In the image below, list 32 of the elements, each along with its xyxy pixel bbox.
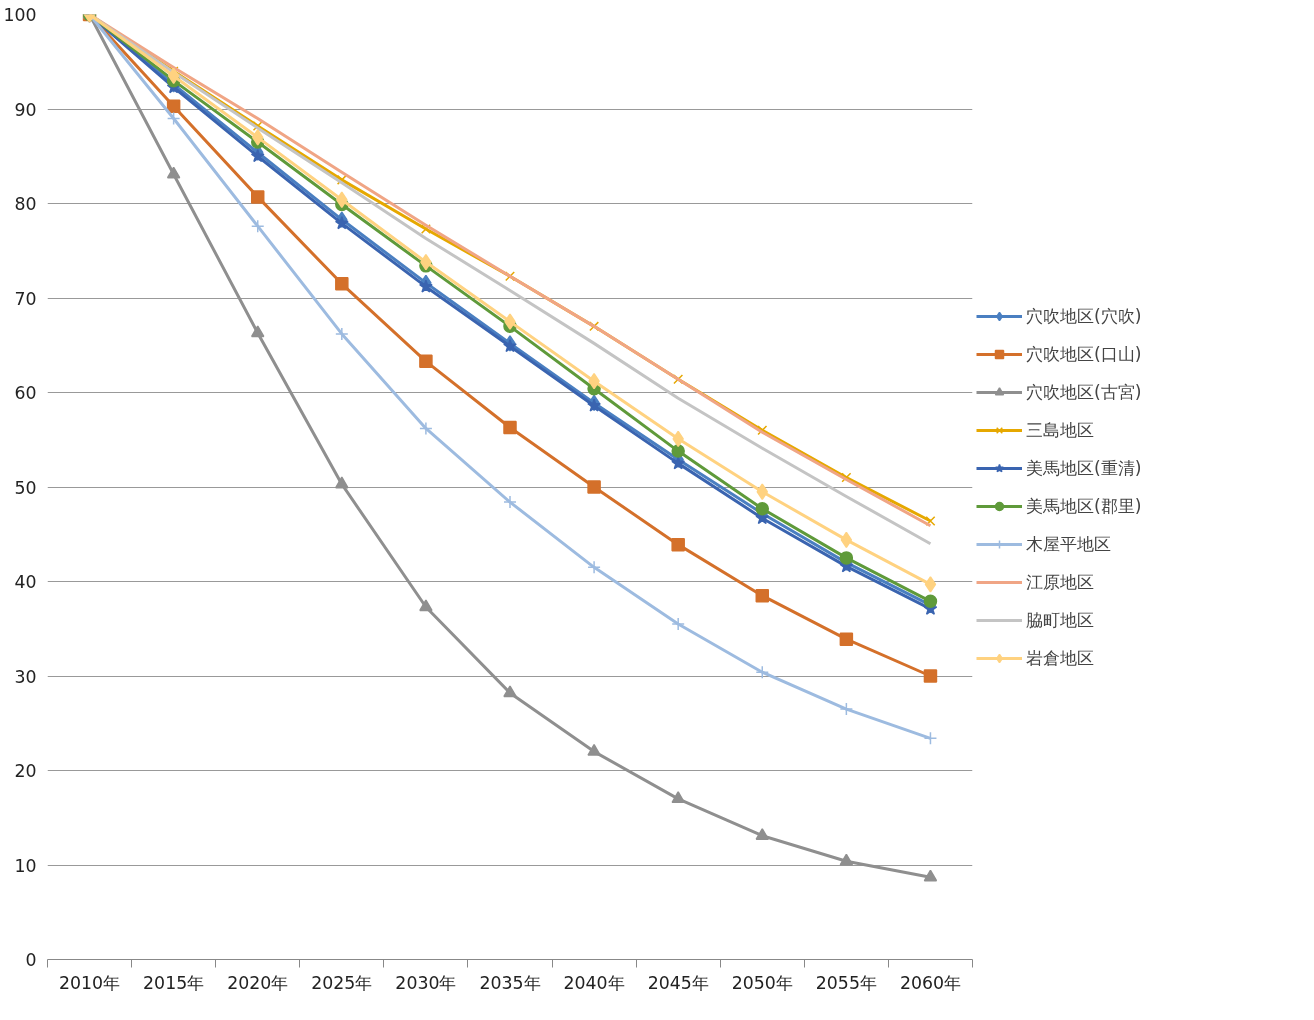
y-tick-label: 60 (14, 383, 37, 403)
x-tick-label: 2015年 (143, 972, 205, 993)
y-tick-label: 10 (14, 855, 37, 876)
legend-label: 木屋平地区 (1026, 532, 1111, 556)
y-tick-label: 40 (14, 572, 37, 592)
x-tick-label: 2045年 (647, 972, 709, 993)
x-tick-label: 2025年 (311, 972, 373, 993)
x-tick-label: 2050年 (731, 972, 793, 993)
legend-label: 穴吹地区(口山) (1026, 342, 1142, 366)
x-tick-label: 2040年 (563, 972, 625, 993)
legend-label: 美馬地区(郡里) (1026, 494, 1142, 518)
legend-label: 穴吹地区(古宮) (1026, 380, 1142, 404)
legend-label: 穴吹地区(穴吹) (1026, 304, 1142, 328)
legend-label: 美馬地区(重清) (1026, 456, 1142, 480)
legend-label: 江原地区 (1026, 570, 1094, 594)
y-tick-label: 0 (25, 950, 37, 970)
y-tick-label: 30 (14, 666, 37, 687)
x-tick-label: 2060年 (899, 972, 962, 993)
x-tick-label: 2055年 (815, 972, 877, 993)
y-tick-label: 20 (14, 761, 37, 781)
x-tick-label: 2020年 (227, 972, 289, 993)
x-tick-label: 2030年 (395, 972, 457, 993)
y-tick-label: 80 (14, 194, 37, 214)
y-tick-label: 70 (14, 288, 37, 309)
x-tick-label: 2010年 (59, 972, 121, 993)
y-tick-label: 100 (3, 5, 37, 25)
legend-label: 三島地区 (1026, 418, 1094, 442)
legend-label: 脇町地区 (1026, 608, 1094, 632)
x-tick-label: 2035年 (479, 972, 541, 993)
y-tick-label: 90 (14, 99, 37, 120)
y-tick-label: 50 (14, 477, 37, 498)
legend-label: 岩倉地区 (1026, 646, 1094, 670)
